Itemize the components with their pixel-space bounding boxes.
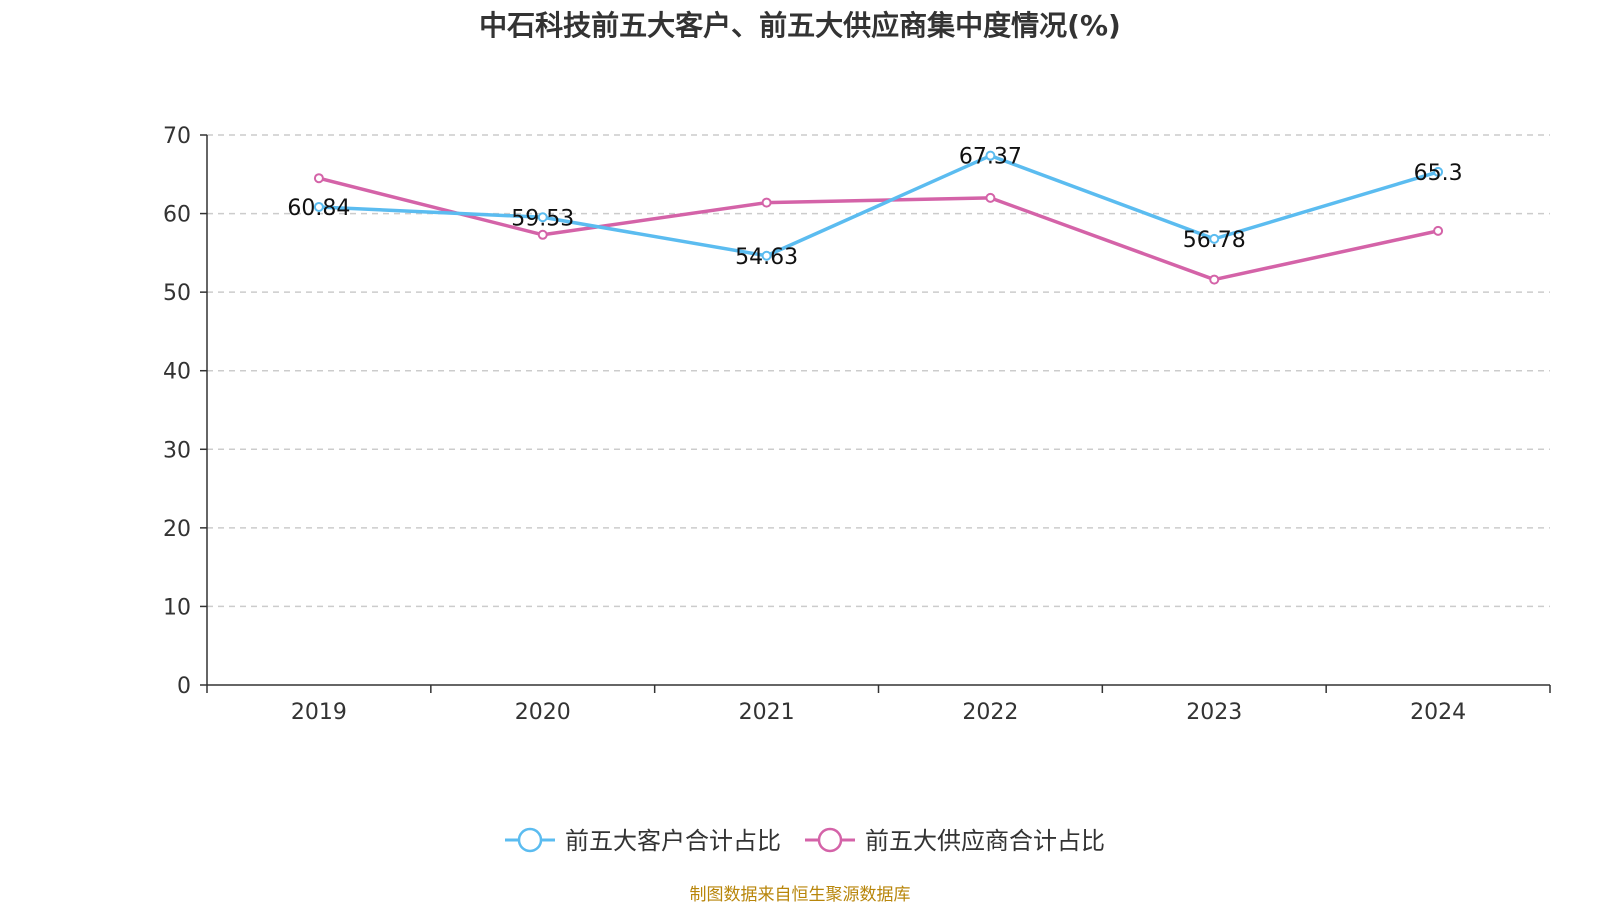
data-point-0-2019: [313, 201, 324, 212]
series-group: [313, 150, 1444, 285]
y-tick-label-60: 60: [163, 203, 191, 228]
x-tick-label-2023: 2023: [1186, 700, 1242, 725]
data-point-1-2022: [985, 192, 996, 203]
legend: 前五大客户合计占比 前五大供应商合计占比: [505, 827, 1105, 855]
x-tick-label-2021: 2021: [739, 700, 795, 725]
legend-customer-label: 前五大客户合计占比: [565, 827, 781, 855]
x-tick-label-2022: 2022: [962, 700, 1018, 725]
data-point-1-2019: [313, 173, 324, 184]
y-tick-label-20: 20: [163, 517, 191, 542]
data-label-2023: 56.78: [1183, 228, 1246, 253]
legend-customer: 前五大客户合计占比: [505, 827, 781, 855]
x-tick-label-2024: 2024: [1410, 700, 1466, 725]
data-point-0-2024: [1433, 166, 1444, 177]
legend-customer-marker: [517, 827, 543, 853]
y-tick-label-0: 0: [177, 674, 191, 699]
x-tick-label-2019: 2019: [291, 700, 347, 725]
series-line-1: [318, 176, 1439, 282]
source-note: 制图数据来自恒生聚源数据库: [689, 885, 911, 905]
y-tick-label-40: 40: [163, 360, 191, 385]
data-label-2024: 65.3: [1414, 161, 1463, 186]
data-labels: 60.84 59.53 54.63 67.37 56.78 65.3: [287, 145, 1462, 270]
data-point-1-2020: [537, 229, 548, 240]
data-point-1-2024: [1433, 225, 1444, 236]
data-label-2021: 54.63: [735, 245, 798, 270]
axes: [200, 134, 1551, 693]
data-point-0-2023: [1209, 233, 1220, 244]
data-point-0-2021: [761, 250, 772, 261]
data-label-2019: 60.84: [287, 196, 350, 221]
chart-title: 中石科技前五大客户、前五大供应商集中度情况(%): [479, 9, 1121, 42]
x-tick-label-2020: 2020: [515, 700, 571, 725]
series-line-0: [318, 153, 1439, 258]
data-label-2022: 67.37: [959, 145, 1022, 170]
y-tick-label-30: 30: [163, 438, 191, 463]
data-point-0-2022: [985, 150, 996, 161]
data-point-0-2020: [537, 212, 548, 223]
tick-labels: 0 10 20 30 40 50 60 70 2019 2020 2021 2022 2023 2024: [163, 124, 1466, 725]
y-tick-label-70: 70: [163, 124, 191, 149]
data-point-1-2023: [1209, 274, 1220, 285]
y-tick-label-10: 10: [163, 595, 191, 620]
legend-supplier: 前五大供应商合计占比: [805, 827, 1105, 855]
y-tick-label-50: 50: [163, 281, 191, 306]
data-label-2020: 59.53: [511, 206, 574, 231]
legend-supplier-marker: [817, 827, 843, 853]
legend-supplier-label: 前五大供应商合计占比: [865, 827, 1105, 855]
data-point-1-2021: [761, 197, 772, 208]
